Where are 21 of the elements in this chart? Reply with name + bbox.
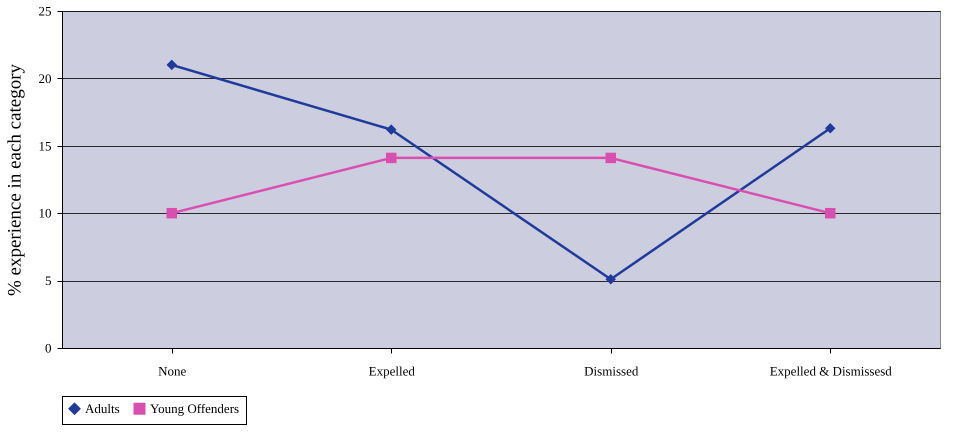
y-tick-label: 0 — [45, 340, 52, 356]
y-tick-label: 5 — [45, 273, 52, 288]
point — [166, 60, 177, 70]
x-tick-label: Dismissed — [584, 364, 639, 378]
point — [825, 208, 836, 218]
y-axis-title: % experience in each category — [4, 63, 26, 296]
x-tick-label: None — [158, 364, 187, 378]
point — [166, 208, 177, 218]
y-tick-label: 25 — [38, 4, 52, 18]
y-tick-label: 20 — [38, 70, 52, 86]
legend-label: Adults — [85, 400, 120, 416]
point — [825, 123, 836, 134]
x-tick-label: Expelled & Dismissesd — [770, 364, 892, 378]
y-tick-label: 15 — [38, 138, 52, 154]
point — [386, 152, 396, 164]
point — [606, 152, 616, 164]
legend-label: Young Offenders — [150, 400, 240, 416]
x-tick-label: Expelled — [368, 364, 416, 378]
point — [606, 274, 616, 284]
point — [386, 124, 396, 135]
y-tick-label: 10 — [38, 206, 52, 221]
